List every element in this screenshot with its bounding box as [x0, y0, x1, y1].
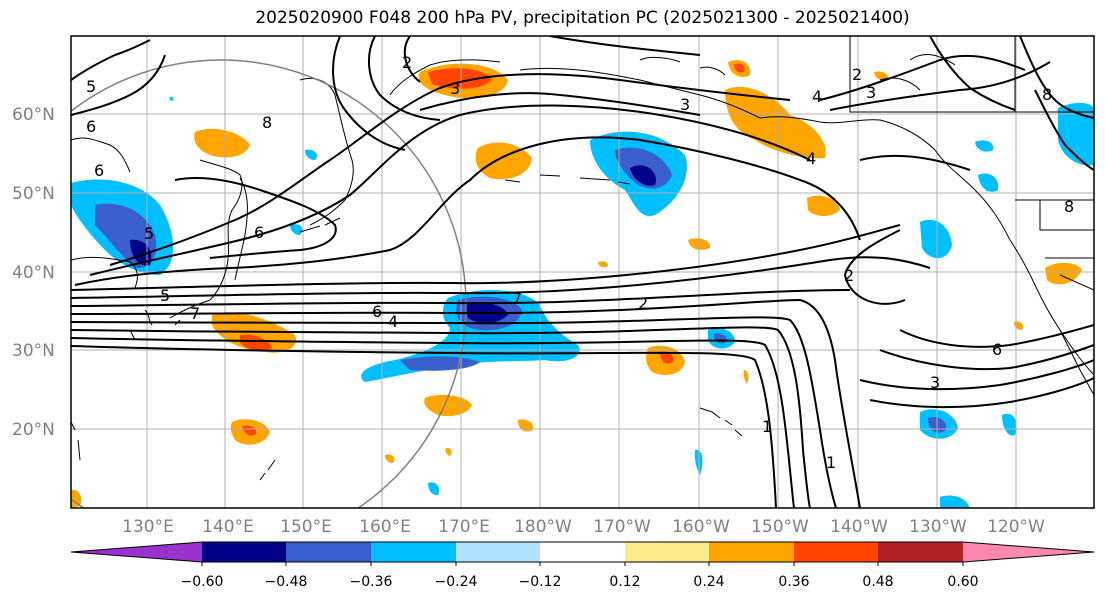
contour-label: 2 [844, 266, 854, 285]
contour-label: 6 [992, 340, 1002, 359]
contour-label: 1 [826, 453, 836, 472]
contour-label: 1 [762, 417, 772, 436]
contour-label: 8 [1064, 197, 1074, 216]
longitude-labels: 130°E 140°E 150°E 160°E 170°E 180°W 170°… [122, 517, 1045, 537]
lon-label: 120°W [987, 517, 1045, 537]
contour-label: 5 [144, 224, 154, 243]
contour-labels: 2 3 5 6 6 8 5 7 6 4 5 7 2 2 3 4 4 2 3 8 … [86, 53, 1074, 472]
colorbar-segment [202, 542, 286, 562]
colorbar-tick-label: 0.48 [862, 574, 893, 590]
contour-label: 6 [254, 223, 264, 242]
colorbar-tick-label: 0.12 [609, 574, 640, 590]
contour-label: 8 [262, 113, 272, 132]
lon-label: 170°E [438, 517, 490, 537]
lat-label: 50°N [12, 184, 55, 204]
lon-label: 140°E [202, 517, 254, 537]
lat-label: 30°N [12, 341, 55, 361]
colorbar-tick-label: −0.12 [519, 574, 562, 590]
precip-positive-shading [71, 60, 1082, 508]
colorbar-segment [286, 542, 371, 562]
reference-circle [71, 59, 467, 508]
lat-label: 20°N [12, 420, 55, 440]
colorbar-tick-label: −0.36 [350, 574, 393, 590]
contour-label: 3 [866, 83, 876, 102]
contour-label: 4 [388, 312, 398, 331]
graticule [71, 36, 1094, 508]
colorbar-tick-label: 0.24 [693, 574, 724, 590]
lon-label: 150°E [280, 517, 332, 537]
colorbar [70, 541, 1095, 566]
lon-label: 160°E [359, 517, 411, 537]
lon-label: 180°W [514, 517, 572, 537]
lon-label: 140°W [830, 517, 888, 537]
colorbar-tick-labels: −0.60 −0.48 −0.36 −0.24 −0.12 0.12 0.24 … [181, 574, 979, 590]
lon-label: 170°W [593, 517, 651, 537]
colorbar-segment [540, 542, 625, 562]
contour-label: 3 [930, 373, 940, 392]
colorbar-segment [456, 542, 540, 562]
colorbar-segment [625, 542, 709, 562]
colorbar-segment [794, 542, 878, 562]
contour-label: 8 [1042, 85, 1052, 104]
lon-label: 160°W [672, 517, 730, 537]
lon-label: 150°W [751, 517, 809, 537]
pv-contours [71, 36, 1094, 508]
latitude-labels: 60°N 50°N 40°N 30°N 20°N [12, 105, 55, 440]
contour-label: 6 [94, 161, 104, 180]
colorbar-tick-label: −0.48 [265, 574, 308, 590]
contour-label: 2 [852, 65, 862, 84]
colorbar-segment [878, 542, 963, 562]
colorbar-tick-label: 0.36 [778, 574, 809, 590]
colorbar-segment [371, 542, 456, 562]
contour-label: 3 [680, 95, 690, 114]
contour-label: 7 [512, 289, 522, 308]
map-title: 2025020900 F048 200 hPa PV, precipitatio… [255, 8, 910, 28]
contour-label: 6 [86, 117, 96, 136]
lat-label: 40°N [12, 263, 55, 283]
contour-label: 5 [160, 286, 170, 305]
contour-label: 6 [372, 302, 382, 321]
lon-label: 130°E [122, 517, 174, 537]
colorbar-tick-label: 0.60 [947, 574, 978, 590]
colorbar-tick-label: −0.60 [181, 574, 224, 590]
contour-label: 2 [638, 294, 648, 313]
colorbar-segment [963, 542, 1094, 562]
contour-label: 3 [450, 79, 460, 98]
contour-label: 4 [812, 87, 822, 106]
colorbar-segment [71, 542, 202, 562]
colorbar-tick-label: −0.24 [435, 574, 478, 590]
lat-label: 60°N [12, 105, 55, 125]
contour-label: 5 [86, 77, 96, 96]
lon-label: 130°W [909, 517, 967, 537]
map-frame [70, 35, 1095, 509]
contour-label: 4 [806, 149, 816, 168]
colorbar-segment [709, 542, 794, 562]
contour-label: 2 [402, 53, 412, 72]
contour-label: 7 [190, 304, 200, 323]
